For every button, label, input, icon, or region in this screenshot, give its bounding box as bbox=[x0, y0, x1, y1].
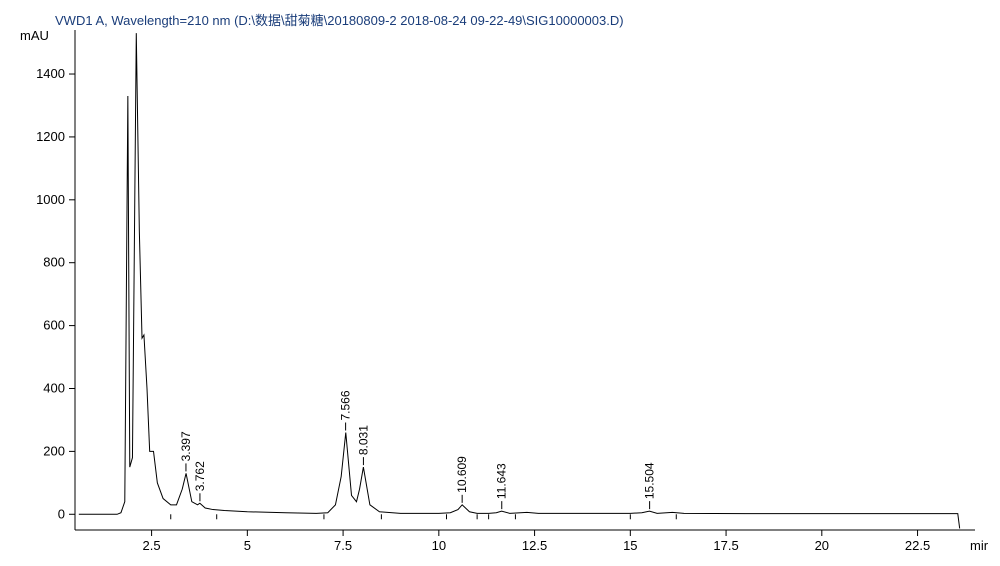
y-axis-label: mAU bbox=[20, 28, 49, 43]
peak-label: 7.566 bbox=[339, 390, 353, 420]
peak-label: 8.031 bbox=[356, 425, 370, 455]
x-tick-label: 12.5 bbox=[522, 538, 547, 553]
x-tick-label: 2.5 bbox=[143, 538, 161, 553]
chromatogram-container: VWD1 A, Wavelength=210 nm (D:\数据\甜菊糖\201… bbox=[0, 0, 1000, 566]
y-tick-label: 1200 bbox=[36, 129, 65, 144]
peak-label: 11.643 bbox=[495, 463, 509, 499]
chromatogram-chart: 0 200 400 600 800 1000 1200 1400 mAU 2.5 5 7.5 10 12.… bbox=[0, 0, 1000, 566]
y-tick-label: 0 bbox=[58, 506, 65, 521]
peak-label: 3.762 bbox=[193, 461, 207, 491]
peak-label: 3.397 bbox=[179, 431, 193, 461]
y-tick-label: 800 bbox=[43, 255, 65, 270]
y-tick-label: 600 bbox=[43, 318, 65, 333]
y-tick-label: 1000 bbox=[36, 192, 65, 207]
x-tick-label: 5 bbox=[244, 538, 251, 553]
x-axis-label: mir bbox=[970, 538, 989, 553]
x-tick-label: 22.5 bbox=[905, 538, 930, 553]
y-tick-label: 400 bbox=[43, 380, 65, 395]
peak-label: 10.609 bbox=[455, 456, 469, 493]
chromatogram-trace bbox=[79, 33, 960, 528]
x-tick-label: 7.5 bbox=[334, 538, 352, 553]
y-tick-label: 1400 bbox=[36, 66, 65, 81]
x-tick-label: 17.5 bbox=[713, 538, 738, 553]
x-tick-label: 20 bbox=[815, 538, 829, 553]
x-tick-label: 15 bbox=[623, 538, 637, 553]
peak-label: 15.504 bbox=[643, 462, 657, 499]
y-tick-label: 200 bbox=[43, 443, 65, 458]
x-tick-label: 10 bbox=[432, 538, 446, 553]
